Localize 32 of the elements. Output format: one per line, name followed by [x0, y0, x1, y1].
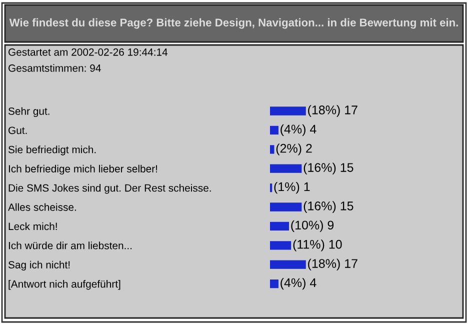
y-tick-label: Gut. [8, 126, 27, 134]
y-tick-label: Sehr gut. [8, 107, 50, 117]
bar [270, 145, 274, 154]
y-tick-label: Leck mich! [8, 222, 57, 230]
bar [270, 164, 302, 173]
y-tick-label: Sag ich nicht! [8, 260, 70, 271]
bar [270, 202, 302, 212]
bar [270, 222, 289, 231]
chart-title: Wie findest du diese Page? Bitte ziehe Design, Navigation... in die Bewertung mit ein. [9, 18, 458, 29]
data-label: (1%) 1 [274, 182, 310, 194]
text: Gestartet am 2002-02-26 19:44:14 [8, 48, 168, 56]
bar [270, 260, 306, 269]
bar [270, 279, 278, 288]
y-tick-label: Ich würde dir am liebsten... [8, 242, 132, 250]
data-label: (18%) 17 [308, 105, 358, 117]
data-label: (2%) 2 [276, 144, 312, 156]
data-label: (11%) 10 [293, 240, 342, 252]
y-tick-label: Sie befriedigt mich. [8, 146, 96, 156]
data-label: (18%) 17 [308, 258, 358, 270]
y-tick-label: [Antwort nich aufgeführt] [8, 280, 120, 290]
data-label: (16%) 15 [304, 201, 354, 213]
bar [270, 106, 306, 116]
data-label: (10%) 9 [291, 220, 334, 232]
data-label: (16%) 15 [304, 162, 354, 174]
text: Gesamtstimmen: 94 [8, 64, 101, 72]
y-tick-label: Ich befriedige mich lieber selber! [8, 164, 158, 175]
data-label: (4%) 4 [280, 124, 316, 136]
bar [270, 126, 278, 135]
bar [270, 241, 292, 250]
data-label: (4%) 4 [280, 278, 316, 290]
y-tick-label: Die SMS Jokes sind gut. Der Rest scheisse. [8, 184, 211, 194]
y-tick-label: Alles scheisse. [8, 203, 76, 211]
